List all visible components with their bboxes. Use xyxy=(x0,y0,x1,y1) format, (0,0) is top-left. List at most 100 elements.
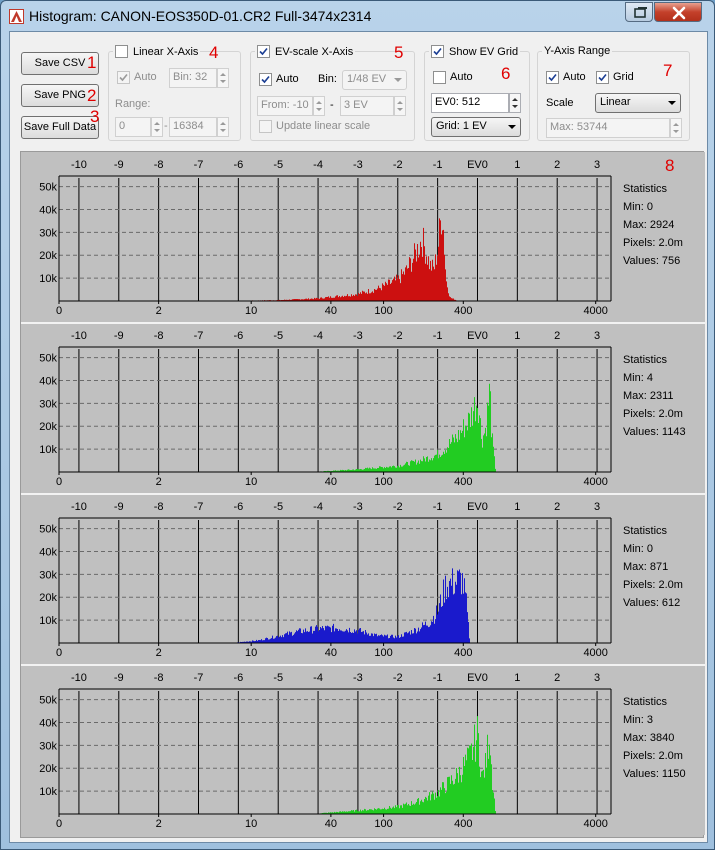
linear-auto-label: Auto xyxy=(134,71,157,83)
histogram-app-icon[interactable] xyxy=(9,9,24,24)
linear-range-to-spinner[interactable] xyxy=(217,117,229,137)
save-csv-button[interactable]: Save CSV xyxy=(21,52,99,75)
ev-from-spinner[interactable] xyxy=(313,96,325,116)
title-bar[interactable]: Histogram: CANON-EOS350D-01.CR2 Full-347… xyxy=(1,1,714,31)
top-tick-label-6: -4 xyxy=(313,501,323,513)
top-tick-label-3: -7 xyxy=(194,501,204,513)
save-full-data-button[interactable]: Save Full Data xyxy=(21,116,99,139)
linear-bin-field[interactable]: Bin: 32 xyxy=(169,68,217,88)
show-ev-grid-checkbox[interactable] xyxy=(431,45,444,58)
y-auto-checkbox[interactable] xyxy=(546,71,559,84)
top-tick-label-9: -1 xyxy=(433,672,443,684)
grid-dropdown[interactable]: Grid: 1 EV xyxy=(431,117,521,137)
histogram-charts[interactable]: -10 -9 -8 -7 -6 -5 -4 -3 -2 -1 EV0 1 2 30 2 10 40 100 400 4… xyxy=(21,152,705,839)
stats-pixels: Pixels: 2.0m xyxy=(623,408,683,420)
bottom-tick-label-5: 400 xyxy=(454,305,472,317)
top-tick-label-2: -8 xyxy=(154,159,164,171)
ev-grid-auto-checkbox[interactable] xyxy=(433,71,446,84)
y-tick-label-0: 50k xyxy=(39,353,57,365)
top-tick-label-12: 2 xyxy=(554,672,560,684)
ev-scale-x-axis-group: EV-scale X-Axis Auto Bin: 1/48 EV From: … xyxy=(250,45,415,141)
stats-values: Values: 1150 xyxy=(623,768,686,780)
panel-background xyxy=(21,323,705,493)
y-tick-label-1: 40k xyxy=(39,546,57,558)
top-tick-label-3: -7 xyxy=(194,330,204,342)
stats-max: Max: 2924 xyxy=(623,219,674,231)
update-linear-scale-checkbox[interactable] xyxy=(259,120,272,133)
bottom-tick-label-2: 10 xyxy=(245,476,257,488)
y-tick-label-3: 20k xyxy=(39,250,57,262)
histogram-bars xyxy=(311,383,496,472)
ev-to-field[interactable]: 3 EV xyxy=(340,96,394,116)
linear-auto-checkbox[interactable] xyxy=(117,71,130,84)
ev-scale-checkbox[interactable] xyxy=(257,45,270,58)
top-tick-label-12: 2 xyxy=(554,159,560,171)
close-button[interactable] xyxy=(654,2,702,22)
y-tick-label-4: 10k xyxy=(39,273,57,285)
top-tick-label-12: 2 xyxy=(554,330,560,342)
y-grid-label: Grid xyxy=(613,71,634,83)
client-area: Save CSV Save PNG Save Full Data 1 2 3 L… xyxy=(9,31,708,843)
y-auto-label: Auto xyxy=(563,71,586,83)
top-tick-label-8: -2 xyxy=(393,501,403,513)
bottom-tick-label-3: 40 xyxy=(325,647,337,659)
y-axis-range-group: Y-Axis Range Auto Grid Scale Linear Max:… xyxy=(537,45,690,141)
restore-button[interactable] xyxy=(625,2,653,22)
bottom-tick-label-5: 400 xyxy=(454,818,472,830)
chevron-down-icon xyxy=(508,125,516,129)
linear-range-from-spinner[interactable] xyxy=(151,117,163,137)
ev0-field[interactable]: EV0: 512 xyxy=(431,93,509,113)
top-tick-label-0: -10 xyxy=(71,159,87,171)
ev-bin-label: Bin: xyxy=(318,73,337,85)
top-tick-label-7: -3 xyxy=(353,330,363,342)
bottom-tick-label-2: 10 xyxy=(245,647,257,659)
top-tick-label-6: -4 xyxy=(313,330,323,342)
ev-auto-label: Auto xyxy=(276,73,299,85)
linear-range-from-field[interactable]: 0 xyxy=(115,117,151,137)
top-tick-label-9: -1 xyxy=(433,501,443,513)
bottom-tick-label-5: 400 xyxy=(454,476,472,488)
y-max-field[interactable]: Max: 53744 xyxy=(546,118,670,138)
y-tick-label-3: 20k xyxy=(39,763,57,775)
bottom-tick-label-1: 2 xyxy=(156,818,162,830)
close-icon xyxy=(672,6,686,20)
y-max-spinner[interactable] xyxy=(670,118,682,138)
y-grid-checkbox[interactable] xyxy=(596,71,609,84)
top-tick-label-10: EV0 xyxy=(467,330,488,342)
top-tick-label-11: 1 xyxy=(514,672,520,684)
y-scale-dropdown[interactable]: Linear xyxy=(595,93,681,113)
restore-window-icon xyxy=(634,7,647,18)
histogram-red-0: -10 -9 -8 -7 -6 -5 -4 -3 -2 -1 EV0 1 2 3 0 2 10 40 100 400 4… xyxy=(21,152,705,322)
bottom-tick-label-4: 100 xyxy=(374,647,392,659)
linear-range-to-field[interactable]: 16384 xyxy=(169,117,217,137)
y-tick-label-1: 40k xyxy=(39,204,57,216)
annotation-4: 4 xyxy=(209,43,219,62)
top-tick-label-4: -6 xyxy=(233,330,243,342)
top-tick-label-13: 3 xyxy=(594,330,600,342)
y-tick-label-0: 50k xyxy=(39,695,57,707)
annotation-8: 8 xyxy=(665,156,674,175)
histogram-panel[interactable]: -10 -9 -8 -7 -6 -5 -4 -3 -2 -1 EV0 1 2 3 0 2 10 40 100 400 4… xyxy=(20,151,705,839)
bottom-tick-label-4: 100 xyxy=(374,305,392,317)
ev-to-spinner[interactable] xyxy=(394,96,406,116)
stats-max: Max: 2311 xyxy=(623,390,674,402)
histogram-bars xyxy=(219,218,458,301)
stats-title: Statistics xyxy=(623,696,668,708)
ev-bin-dropdown[interactable]: 1/48 EV xyxy=(342,70,407,90)
histogram-green-3: -10 -9 -8 -7 -6 -5 -4 -3 -2 -1 EV0 1 2 3 0 2 10 40 100 400 4… xyxy=(21,664,705,835)
top-tick-label-5: -5 xyxy=(273,501,283,513)
stats-values: Values: 1143 xyxy=(623,426,686,438)
stats-values: Values: 612 xyxy=(623,597,680,609)
top-tick-label-3: -7 xyxy=(194,672,204,684)
save-png-button[interactable]: Save PNG xyxy=(21,84,99,107)
ev-range-separator: - xyxy=(330,99,334,111)
ev-from-field[interactable]: From: -10 xyxy=(257,96,313,116)
top-tick-label-1: -9 xyxy=(114,672,124,684)
top-tick-label-4: -6 xyxy=(233,501,243,513)
linear-x-axis-checkbox[interactable] xyxy=(115,45,128,58)
ev-auto-checkbox[interactable] xyxy=(259,73,272,86)
linear-bin-spinner[interactable] xyxy=(217,68,229,88)
ev0-spinner[interactable] xyxy=(509,93,521,113)
stats-pixels: Pixels: 2.0m xyxy=(623,750,683,762)
top-tick-label-11: 1 xyxy=(514,330,520,342)
